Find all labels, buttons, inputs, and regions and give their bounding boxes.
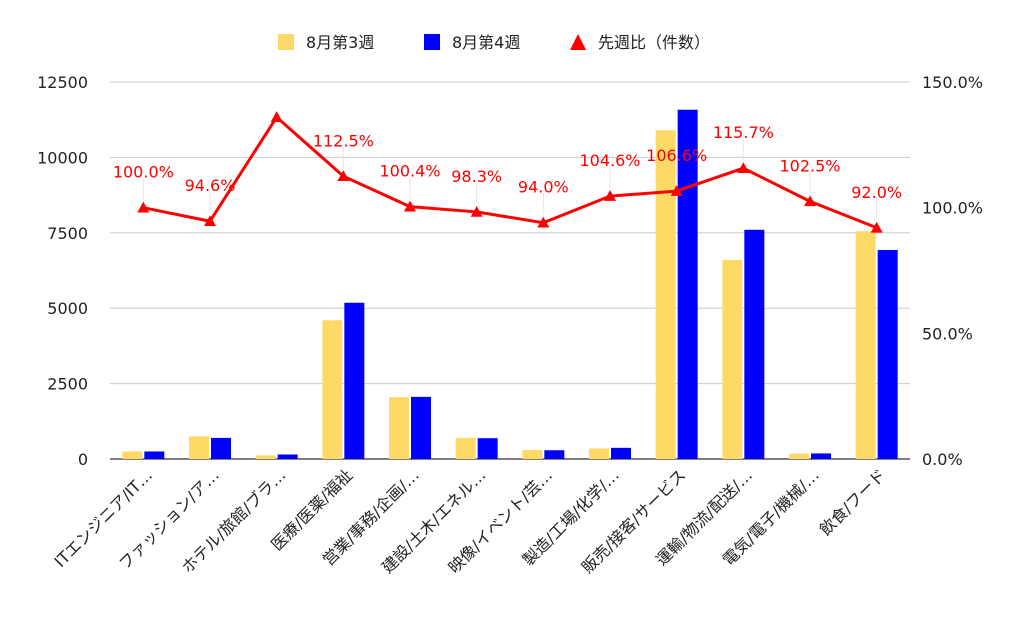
ratio-data-label: 112.5% <box>313 131 374 150</box>
bar-week4 <box>144 451 165 459</box>
ratio-data-label: 98.3% <box>451 167 502 186</box>
bar-week3 <box>255 455 276 459</box>
y-left-tick-label: 12500 <box>37 73 88 92</box>
y-left-tick-label: 0 <box>78 450 88 469</box>
ratio-data-label: 94.0% <box>518 178 569 197</box>
legend-swatch <box>424 34 440 50</box>
y-left-tick-label: 7500 <box>47 224 88 243</box>
bar-week4 <box>277 454 298 459</box>
ratio-marker <box>337 170 350 182</box>
y-right-tick-label: 50.0% <box>922 324 973 343</box>
bar-week4 <box>677 109 698 460</box>
ratio-line <box>143 115 878 230</box>
ratio-data-label: 106.6% <box>646 146 707 165</box>
y-left-tick-label: 5000 <box>47 299 88 318</box>
ratio-data-label: 92.0% <box>851 183 902 202</box>
ratio-data-label: 104.6% <box>579 151 640 170</box>
bar-week3 <box>522 449 543 459</box>
bar-week3 <box>189 436 209 459</box>
bar-week3 <box>122 451 143 459</box>
ratio-data-label: 115.7% <box>713 123 774 142</box>
bar-week3 <box>589 448 609 459</box>
ratio-marker <box>204 215 216 227</box>
bar-week4 <box>611 447 631 459</box>
bar-week3 <box>722 259 743 459</box>
y-left-tick-label: 2500 <box>47 375 88 394</box>
ratio-marker <box>270 111 283 122</box>
bar-week4 <box>477 438 498 459</box>
legend-label: 8月第4週 <box>452 33 520 52</box>
bar-week3 <box>455 437 476 459</box>
bar-week4 <box>744 229 765 459</box>
ratio-data-label: 94.6% <box>185 176 236 195</box>
y-right-tick-label: 100.0% <box>922 199 983 218</box>
ratio-data-label: 100.4% <box>379 162 440 181</box>
ratio-marker <box>870 221 883 233</box>
y-left-tick-label: 10000 <box>37 148 88 167</box>
ratio-data-label: 100.0% <box>113 163 174 182</box>
bar-week3 <box>389 397 409 459</box>
bar-week4 <box>877 249 898 459</box>
bar-week4 <box>344 302 365 459</box>
bar-week4 <box>411 396 431 459</box>
x-category-label: 飲食/フード <box>816 465 890 539</box>
ratio-marker <box>137 201 150 213</box>
ratio-marker <box>804 195 816 207</box>
bar-week3 <box>655 130 676 460</box>
legend-label: 8月第3週 <box>306 33 374 52</box>
bar-week3 <box>322 320 343 459</box>
legend-triangle-icon <box>570 34 586 50</box>
ratio-marker <box>604 190 616 201</box>
ratio-data-label: 102.5% <box>779 156 840 175</box>
bar-week4 <box>211 437 231 459</box>
legend-label: 先週比（件数） <box>598 33 710 52</box>
ratio-marker <box>404 200 416 212</box>
bar-week4 <box>544 450 565 459</box>
y-right-tick-label: 0.0% <box>922 450 963 469</box>
ratio-marker <box>670 185 683 196</box>
y-right-tick-label: 150.0% <box>922 73 983 92</box>
bar-week3 <box>789 453 809 459</box>
legend-swatch <box>278 34 294 50</box>
ratio-marker <box>737 162 750 174</box>
ratio-marker <box>537 216 550 228</box>
bar-week4 <box>811 453 831 459</box>
bar-week3 <box>855 231 876 459</box>
ratio-marker <box>470 205 483 217</box>
